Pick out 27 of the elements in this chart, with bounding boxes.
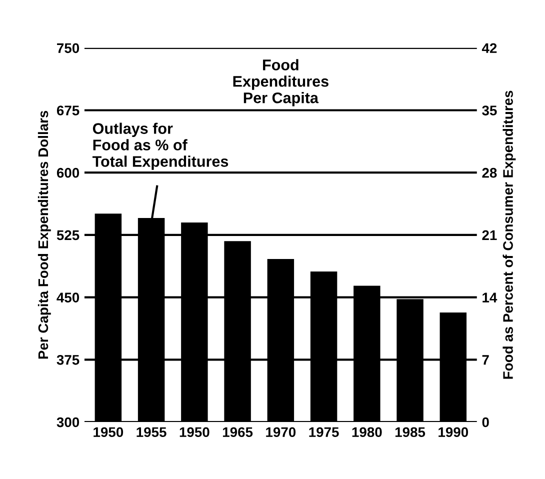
y-tick-label: 450	[56, 292, 80, 302]
x-tick-label: 1975	[309, 427, 339, 438]
x-tick-label: 1955	[136, 427, 166, 438]
x-tick-label: 1990	[438, 427, 468, 438]
annotation: Food Expenditures Per Capita	[233, 59, 328, 106]
x-tick-label: 1985	[395, 427, 426, 438]
annotation: Outlays for Food as % of Total Expenditures	[92, 122, 228, 170]
y-tick-label: 300	[56, 417, 80, 428]
x-tick-label: 1970	[266, 427, 296, 438]
y2-tick-label: 21	[482, 230, 497, 240]
y-axis-title: Per Capita Food Expenditures Dollars	[38, 110, 51, 359]
y2-tick-label: 7	[482, 355, 489, 365]
y2-tick-label: 14	[482, 292, 498, 302]
y2-axis-title: Food as Percent of Consumer Expenditures	[502, 90, 516, 379]
y2-tick-label: 0	[482, 417, 489, 428]
y2-tick-label: 42	[482, 43, 497, 53]
x-tick-label: 1950	[94, 427, 124, 438]
y-tick-label: 600	[56, 168, 80, 178]
y-tick-label: 375	[56, 354, 80, 365]
y-tick-label: 750	[57, 43, 80, 54]
y2-tick-label: 35	[482, 106, 497, 116]
x-tick-label: 1950	[180, 427, 210, 438]
x-tick-label: 1980	[352, 427, 382, 438]
y2-tick-label: 28	[482, 168, 497, 178]
x-tick-label: 1965	[222, 427, 253, 438]
y-tick-label: 525	[56, 230, 80, 240]
y-tick-label: 675	[56, 106, 80, 116]
